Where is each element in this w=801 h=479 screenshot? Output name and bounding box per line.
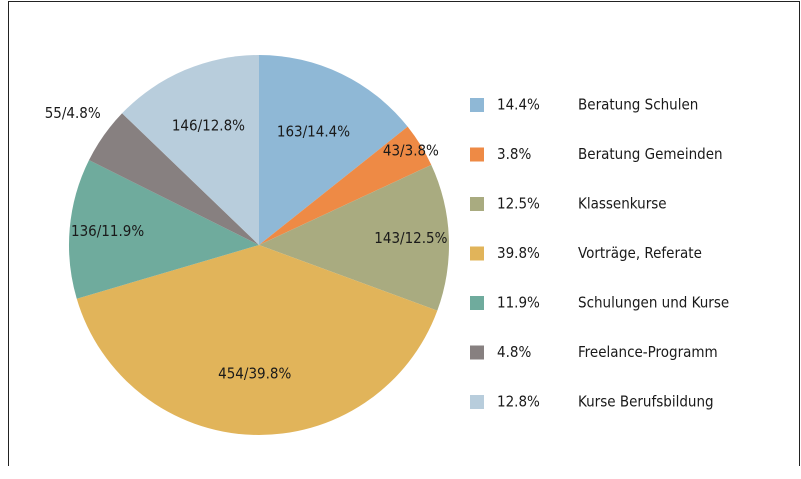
legend-percent: 3.8% bbox=[497, 145, 531, 163]
legend-label: Freelance-Programm bbox=[578, 343, 718, 361]
data-label: 143/12.5% bbox=[374, 229, 447, 247]
legend-label: Beratung Gemeinden bbox=[578, 145, 723, 163]
data-label: 454/39.8% bbox=[218, 365, 291, 383]
legend-percent: 12.8% bbox=[497, 393, 540, 411]
legend-swatch bbox=[470, 98, 484, 112]
pie-slice bbox=[68, 160, 259, 299]
legend-swatch bbox=[470, 246, 484, 261]
data-label: 55/4.8% bbox=[45, 104, 101, 122]
pie-slice bbox=[259, 164, 449, 311]
pie-slice bbox=[259, 126, 432, 245]
legend-swatch bbox=[470, 395, 484, 409]
legend-percent: 14.4% bbox=[497, 96, 540, 114]
legend-label: Beratung Schulen bbox=[578, 96, 698, 114]
legend-swatch bbox=[470, 197, 484, 211]
legend-label: Vorträge, Referate bbox=[578, 244, 702, 262]
legend-label: Kurse Berufsbildung bbox=[578, 393, 714, 411]
legend-swatch bbox=[470, 345, 484, 360]
legend-percent: 39.8% bbox=[497, 244, 540, 262]
pie-slice bbox=[259, 55, 408, 245]
pie-slice bbox=[122, 55, 259, 245]
data-label: 146/12.8% bbox=[172, 117, 245, 135]
pie-slice bbox=[76, 245, 438, 436]
data-label: 136/11.9% bbox=[71, 222, 144, 240]
frame bbox=[8, 1, 800, 466]
legend-percent: 4.8% bbox=[497, 343, 531, 361]
pie-slice bbox=[89, 113, 259, 245]
legend-label: Klassenkurse bbox=[578, 195, 667, 213]
legend-swatch bbox=[470, 296, 484, 310]
legend-label: Schulungen und Kurse bbox=[578, 294, 729, 312]
legend-percent: 11.9% bbox=[497, 294, 540, 312]
legend-swatch bbox=[470, 147, 484, 162]
legend-percent: 12.5% bbox=[497, 195, 540, 213]
data-label: 43/3.8% bbox=[383, 142, 439, 160]
data-label: 163/14.4% bbox=[277, 123, 350, 141]
